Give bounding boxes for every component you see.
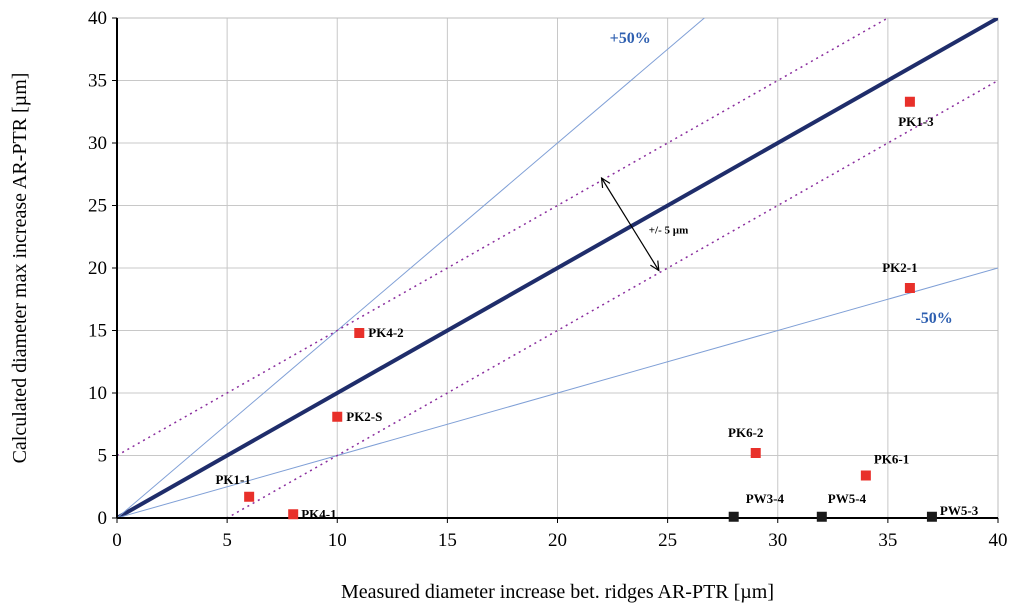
arrow-head	[650, 260, 660, 272]
data-point	[332, 411, 343, 422]
x-tick-label: 35	[878, 530, 897, 551]
point-label: PK6-1	[874, 452, 909, 467]
data-points	[244, 96, 937, 522]
y-tick-label: 25	[88, 196, 107, 217]
x-tick-label: 25	[658, 530, 677, 551]
point-label: PK1-3	[898, 114, 934, 129]
y-tick-label: 30	[88, 133, 107, 154]
tick-labels: 0 5 10 15 20 25 30 35 40 0 5 10 15 20 25 30 35 40	[88, 8, 1008, 551]
data-point	[728, 511, 739, 522]
data-point	[904, 283, 915, 293]
x-tick-label: 15	[438, 530, 457, 551]
annotation-label: +/- 5 µm	[649, 224, 689, 236]
data-point	[354, 328, 365, 338]
data-point	[816, 511, 827, 522]
point-label: PK2-S	[346, 409, 382, 424]
x-tick-label: 40	[989, 530, 1008, 551]
x-axis-title: Measured diameter increase bet. ridges A…	[341, 581, 774, 603]
data-point	[244, 491, 255, 502]
point-labels: PK1-1 PK4-1 PK2-S PK4-2 PK6-2 PK6-1 PK2-1 PK1-3…	[215, 114, 978, 522]
x-tick-label: 5	[222, 530, 232, 551]
point-label: PW3-4	[746, 491, 785, 506]
annotations: +/- 5 µm	[600, 176, 689, 272]
reference-line-minus50	[117, 267, 998, 518]
data-point	[860, 470, 871, 481]
reference-line-plus5	[117, 18, 890, 457]
arrow-head	[600, 176, 611, 189]
point-label: PK6-2	[728, 425, 763, 440]
x-tick-label: 10	[328, 530, 347, 551]
reference-line-plus50	[117, 18, 706, 518]
y-tick-label: 5	[98, 446, 108, 467]
reference-lines: +50% -50%	[117, 18, 998, 518]
data-point	[926, 511, 937, 522]
point-label: PK1-1	[215, 472, 250, 487]
y-axis-title: Calculated diameter max increase AR-PTR …	[9, 73, 31, 464]
point-label: PW5-3	[940, 503, 979, 518]
plus50-label: +50%	[610, 30, 651, 47]
x-tick-label: 0	[112, 530, 122, 551]
y-tick-label: 0	[98, 508, 108, 529]
point-label: PK4-2	[368, 325, 403, 340]
reference-line-identity	[117, 18, 998, 518]
y-tick-label: 20	[88, 258, 107, 279]
x-tick-label: 20	[548, 530, 567, 551]
y-tick-label: 15	[88, 321, 107, 342]
minus50-label: -50%	[915, 310, 952, 327]
y-tick-label: 40	[88, 8, 107, 29]
point-label: PW5-4	[828, 491, 867, 506]
annotation-arrow	[601, 177, 660, 271]
data-point	[288, 509, 299, 520]
axes	[112, 17, 999, 523]
data-point	[904, 96, 915, 107]
reference-line-minus5	[225, 79, 998, 518]
y-tick-label: 10	[88, 383, 107, 404]
x-tick-label: 30	[768, 530, 787, 551]
point-label: PK4-1	[301, 506, 336, 521]
data-point	[750, 448, 761, 458]
y-tick-label: 35	[88, 71, 107, 92]
point-label: PK2-1	[882, 260, 917, 275]
